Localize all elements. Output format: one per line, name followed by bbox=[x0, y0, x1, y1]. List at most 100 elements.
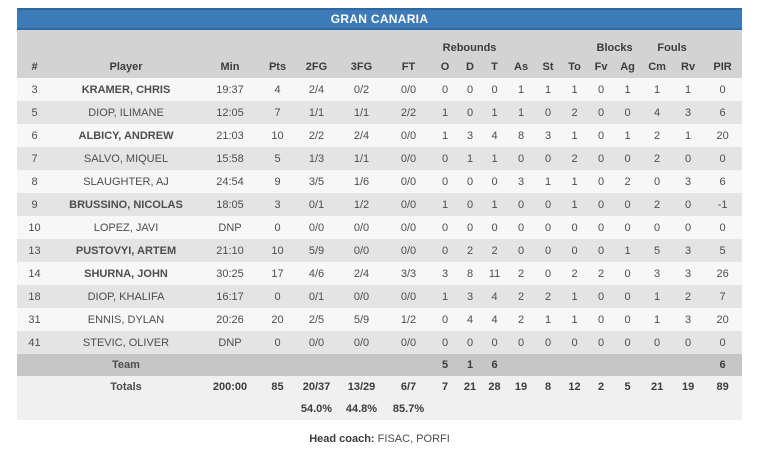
stat-o: 1 bbox=[441, 290, 449, 303]
stat-cm: 2 bbox=[654, 198, 661, 211]
stat-ag: 0 bbox=[624, 336, 631, 349]
stat-min: 20:26 bbox=[216, 313, 244, 326]
stat-number: 13 bbox=[28, 244, 41, 257]
stat-fv: 0 bbox=[598, 129, 605, 142]
stat-as: 0 bbox=[517, 152, 525, 165]
stat-to: 1 bbox=[571, 129, 578, 142]
stat-ag: 5 bbox=[624, 381, 631, 393]
column-header-st: St bbox=[535, 56, 562, 78]
column-header-fv: Fv bbox=[588, 56, 615, 78]
stat-fg2: 1/1 bbox=[308, 106, 325, 119]
stat-pts: 10 bbox=[271, 244, 284, 257]
stat-fv: 0 bbox=[598, 221, 605, 234]
stat-fg2: 0/1 bbox=[308, 290, 325, 303]
stat-rv: 3 bbox=[685, 244, 692, 257]
stat-min: 200:00 bbox=[212, 381, 248, 393]
stat-number: 9 bbox=[31, 198, 38, 211]
stat-as: 1 bbox=[517, 83, 525, 96]
stat-ag: 0 bbox=[624, 313, 631, 326]
stat-o: 0 bbox=[441, 83, 449, 96]
stat-st bbox=[535, 398, 561, 420]
stat-o: 0 bbox=[441, 221, 449, 234]
stat-t: 0 bbox=[491, 336, 498, 349]
player-row: 9 BRUSSINO, NICOLAS 18:05 3 0/1 1/2 0/0 1 0 1 0 0 1 0… bbox=[17, 193, 743, 216]
stat-ag: 0 bbox=[624, 106, 631, 119]
column-header-pts: Pts bbox=[260, 56, 295, 78]
stat-cm: 0 bbox=[654, 336, 661, 349]
stat-t: 1 bbox=[491, 106, 498, 119]
player-row: 13 PUSTOVYI, ARTEM 21:10 10 5/9 0/0 0/0 0 2 2 0 0 0 0… bbox=[17, 239, 743, 262]
stat-fv: 2 bbox=[598, 267, 605, 280]
stat-fg3: 0/2 bbox=[353, 83, 370, 96]
stat-pir: 20 bbox=[716, 129, 729, 142]
stat-pts: 17 bbox=[271, 267, 284, 280]
stat-number: 3 bbox=[31, 83, 38, 96]
stat-rv: 1 bbox=[685, 129, 692, 142]
stat-to bbox=[561, 398, 588, 420]
stat-d: 8 bbox=[466, 267, 474, 280]
stat-to: 1 bbox=[571, 198, 578, 211]
stat-fg3: 13/29 bbox=[347, 381, 376, 393]
stat-min: 24:54 bbox=[216, 175, 244, 188]
stat-number bbox=[17, 376, 52, 398]
stat-pts: 7 bbox=[274, 106, 281, 119]
stat-t: 1 bbox=[491, 152, 498, 165]
player-name: ENNIS, DYLAN bbox=[87, 313, 165, 326]
stat-d: 2 bbox=[466, 244, 474, 257]
page: GRAN CANARIA Rebounds Blocks Fouls bbox=[17, 8, 743, 445]
column-header-as: As bbox=[507, 56, 536, 78]
player-name: ALBICY, ANDREW bbox=[78, 129, 174, 142]
stat-fg2: 2/2 bbox=[308, 129, 325, 142]
stat-rv: 3 bbox=[685, 313, 692, 326]
stat-fg3: 2/4 bbox=[353, 267, 370, 280]
stat-as: 0 bbox=[517, 198, 525, 211]
stat-ag: 0 bbox=[624, 152, 631, 165]
player-name: Team bbox=[112, 359, 140, 371]
stat-ag bbox=[614, 354, 641, 376]
stat-fg2: 2/4 bbox=[308, 83, 325, 96]
stat-d: 0 bbox=[466, 106, 474, 119]
stat-cm: 21 bbox=[650, 381, 664, 393]
stat-st: 8 bbox=[544, 381, 552, 393]
stat-d: 0 bbox=[466, 175, 474, 188]
stat-pts: 0 bbox=[274, 336, 281, 349]
stat-as: 2 bbox=[517, 267, 525, 280]
player-row: 41 STEVIC, OLIVER DNP 0 0/0 0/0 0/0 0 0 0 0 0 0 0 0 0 0 0 bbox=[17, 331, 743, 354]
stat-ft: 0/0 bbox=[400, 290, 417, 303]
column-header-pir: PIR bbox=[703, 56, 743, 78]
stat-st: 0 bbox=[544, 198, 552, 211]
stat-fg2: 20/37 bbox=[302, 381, 331, 393]
stat-pts: 9 bbox=[274, 175, 281, 188]
stat-fg3: 0/0 bbox=[353, 336, 370, 349]
stat-st: 1 bbox=[544, 83, 552, 96]
stat-pts: 10 bbox=[271, 129, 284, 142]
group-header-blocks: Blocks bbox=[588, 30, 642, 56]
stat-rv bbox=[673, 354, 703, 376]
stat-as: 2 bbox=[517, 313, 525, 326]
stat-to: 2 bbox=[571, 267, 578, 280]
stat-number: 8 bbox=[31, 175, 38, 188]
stat-fg2 bbox=[295, 354, 338, 376]
player-name: DIOP, ILIMANE bbox=[88, 106, 164, 119]
stat-pts: 20 bbox=[271, 313, 284, 326]
stat-d: 1 bbox=[466, 359, 474, 371]
stat-as: 8 bbox=[517, 129, 525, 142]
stat-fv: 0 bbox=[598, 83, 605, 96]
stat-to bbox=[561, 354, 588, 376]
stat-number: 7 bbox=[31, 152, 38, 165]
stat-d: 0 bbox=[466, 198, 474, 211]
stat-min: DNP bbox=[218, 336, 242, 349]
player-name: SLAUGHTER, AJ bbox=[83, 175, 169, 188]
stat-pir: 6 bbox=[719, 175, 726, 188]
stat-t: 6 bbox=[491, 359, 498, 371]
stat-o: 1 bbox=[441, 106, 449, 119]
stat-ft: 0/0 bbox=[400, 198, 417, 211]
stat-min: 21:03 bbox=[216, 129, 244, 142]
stat-st: 1 bbox=[544, 175, 552, 188]
stat-cm: 5 bbox=[654, 244, 661, 257]
stat-fg2: 3/5 bbox=[308, 175, 325, 188]
stat-ft: 2/2 bbox=[400, 106, 417, 119]
stat-ft: 0/0 bbox=[400, 83, 417, 96]
stat-pir: 0 bbox=[719, 336, 726, 349]
player-name: LOPEZ, JAVI bbox=[93, 221, 159, 234]
